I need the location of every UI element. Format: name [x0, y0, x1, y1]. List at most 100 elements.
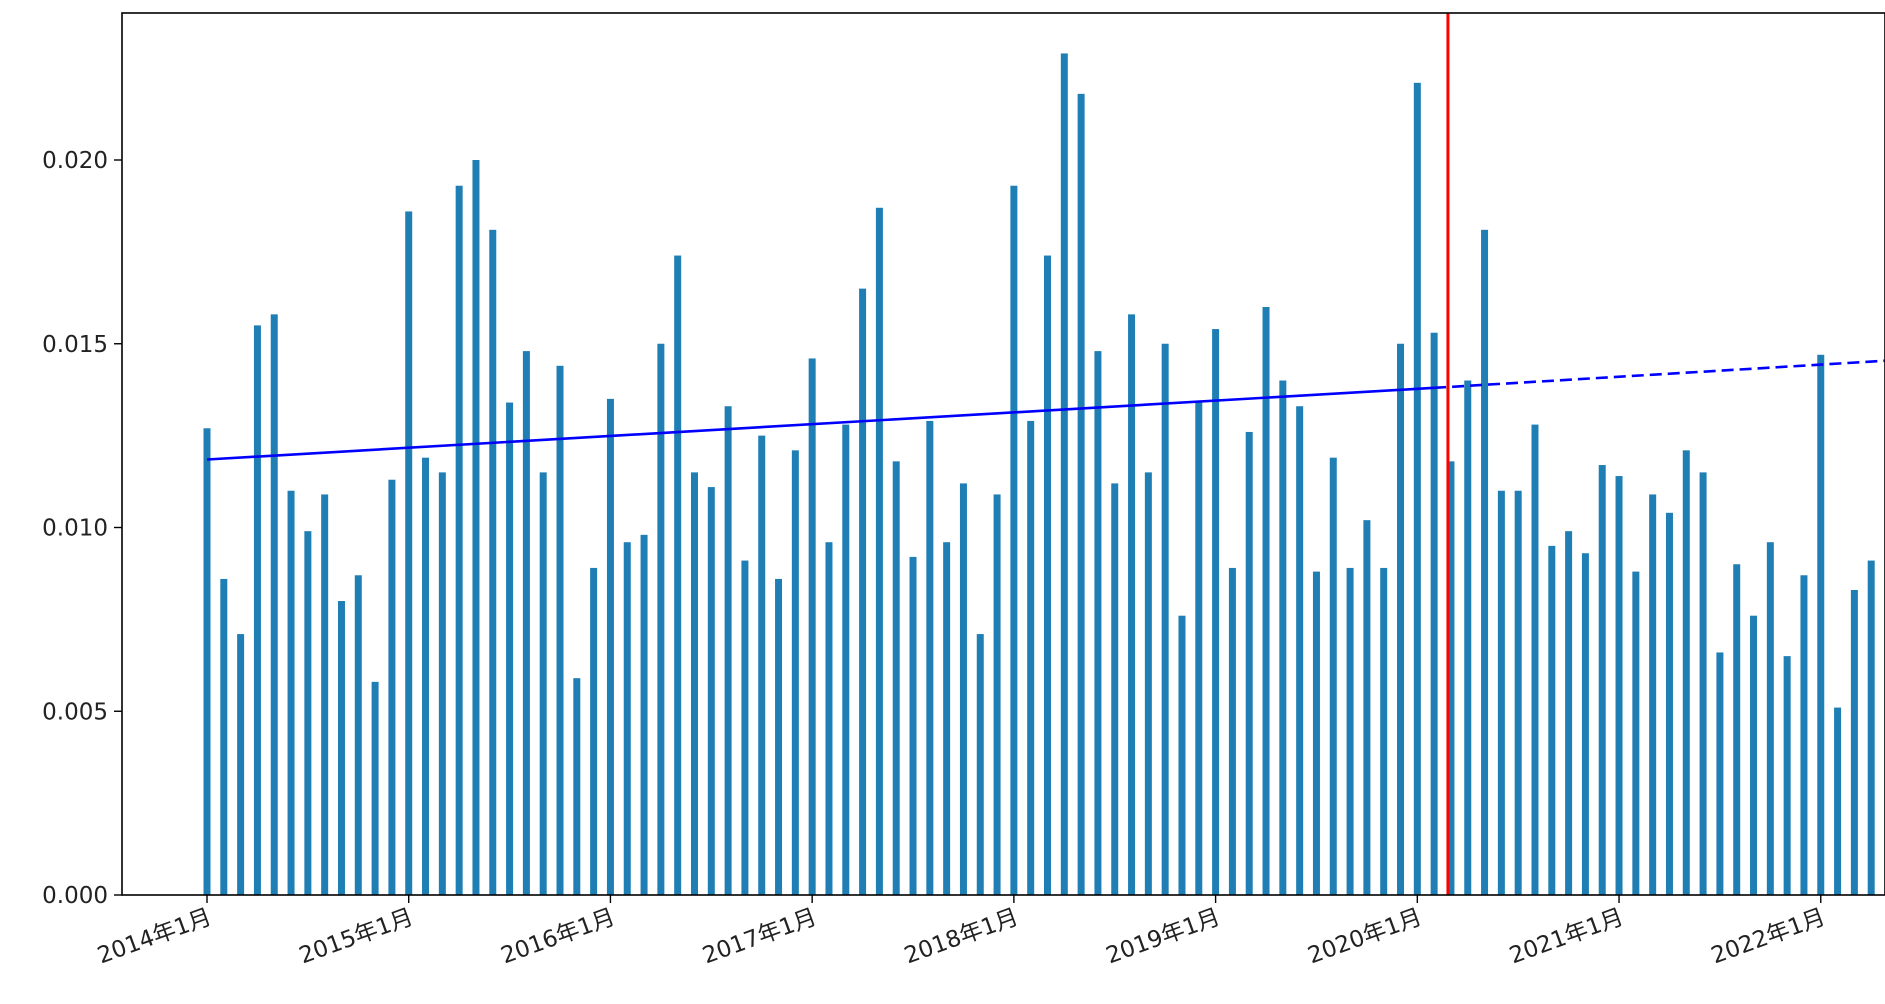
- x-tick-label-6: 2020年1月: [1304, 904, 1425, 969]
- bar-25: [624, 542, 631, 895]
- bar-49: [1027, 421, 1034, 895]
- bar-70: [1380, 568, 1387, 895]
- bar-68: [1347, 568, 1354, 895]
- x-tick-label-1: 2015年1月: [296, 904, 417, 969]
- bar-63: [1263, 307, 1270, 895]
- y-tick-label-2: 0.010: [42, 516, 108, 542]
- bar-14: [439, 472, 446, 895]
- bar-43: [926, 421, 933, 895]
- y-tick-label-4: 0.020: [42, 148, 108, 174]
- bar-27: [657, 344, 664, 895]
- bar-82: [1582, 553, 1589, 895]
- bar-10: [372, 682, 379, 895]
- bar-13: [422, 458, 429, 895]
- bar-96: [1817, 355, 1824, 895]
- bar-45: [960, 483, 967, 895]
- bar-99: [1868, 561, 1875, 895]
- bar-78: [1515, 491, 1522, 895]
- bar-83: [1599, 465, 1606, 895]
- bar-81: [1565, 531, 1572, 895]
- bar-89: [1700, 472, 1707, 895]
- bar-4: [271, 314, 278, 895]
- bar-19: [523, 351, 530, 895]
- bar-23: [590, 568, 597, 895]
- bar-34: [775, 579, 782, 895]
- bar-37: [825, 542, 832, 895]
- bar-75: [1464, 381, 1471, 896]
- bar-15: [456, 186, 463, 895]
- bar-51: [1061, 53, 1068, 895]
- bar-9: [355, 575, 362, 895]
- y-tick-label-3: 0.015: [42, 332, 108, 358]
- bar-79: [1531, 425, 1538, 895]
- bar-48: [1010, 186, 1017, 895]
- bar-5: [288, 491, 295, 895]
- bar-66: [1313, 572, 1320, 895]
- bar-85: [1632, 572, 1639, 895]
- bars-group: [204, 53, 1885, 895]
- x-tick-label-8: 2022年1月: [1708, 904, 1829, 969]
- bar-11: [388, 480, 395, 895]
- x-tick-label-2: 2016年1月: [498, 904, 619, 969]
- bar-88: [1683, 450, 1690, 895]
- bar-76: [1481, 230, 1488, 895]
- bar-52: [1078, 94, 1085, 895]
- bar-36: [809, 358, 816, 895]
- y-tick-label-0: 0.000: [42, 883, 108, 909]
- bar-22: [573, 678, 580, 895]
- bar-77: [1498, 491, 1505, 895]
- bar-33: [758, 436, 765, 895]
- bar-98: [1851, 590, 1858, 895]
- bar-86: [1649, 494, 1656, 895]
- bar-61: [1229, 568, 1236, 895]
- bar-18: [506, 403, 513, 895]
- bar-28: [674, 256, 681, 895]
- bar-71: [1397, 344, 1404, 895]
- bar-20: [540, 472, 547, 895]
- bar-46: [977, 634, 984, 895]
- x-tick-label-4: 2018年1月: [901, 904, 1022, 969]
- x-tick-label-7: 2021年1月: [1506, 904, 1627, 969]
- bar-26: [641, 535, 648, 895]
- bar-94: [1784, 656, 1791, 895]
- bar-65: [1296, 406, 1303, 895]
- x-tick-label-5: 2019年1月: [1103, 904, 1224, 969]
- bar-17: [489, 230, 496, 895]
- bar-95: [1800, 575, 1807, 895]
- bar-1: [220, 579, 227, 895]
- bar-21: [557, 366, 564, 895]
- bar-97: [1834, 708, 1841, 895]
- bar-67: [1330, 458, 1337, 895]
- bar-50: [1044, 256, 1051, 895]
- bar-42: [910, 557, 917, 895]
- y-axis: 0.000 0.005 0.010 0.015 0.020: [42, 148, 122, 909]
- bar-40: [876, 208, 883, 895]
- bar-92: [1750, 616, 1757, 895]
- bar-57: [1162, 344, 1169, 895]
- bar-91: [1733, 564, 1740, 895]
- bar-32: [741, 561, 748, 895]
- bar-73: [1431, 333, 1438, 895]
- bar-6: [304, 531, 311, 895]
- bar-41: [893, 461, 900, 895]
- bar-60: [1212, 329, 1219, 895]
- bar-12: [405, 211, 412, 895]
- y-tick-label-1: 0.005: [42, 699, 108, 725]
- bar-8: [338, 601, 345, 895]
- bar-38: [842, 425, 849, 895]
- bar-56: [1145, 472, 1152, 895]
- bar-62: [1246, 432, 1253, 895]
- bar-2: [237, 634, 244, 895]
- bar-3: [254, 325, 261, 895]
- bar-47: [994, 494, 1001, 895]
- bar-29: [691, 472, 698, 895]
- bar-90: [1716, 652, 1723, 895]
- bar-64: [1279, 381, 1286, 896]
- bar-55: [1128, 314, 1135, 895]
- bar-53: [1094, 351, 1101, 895]
- bar-84: [1616, 476, 1623, 895]
- bar-35: [792, 450, 799, 895]
